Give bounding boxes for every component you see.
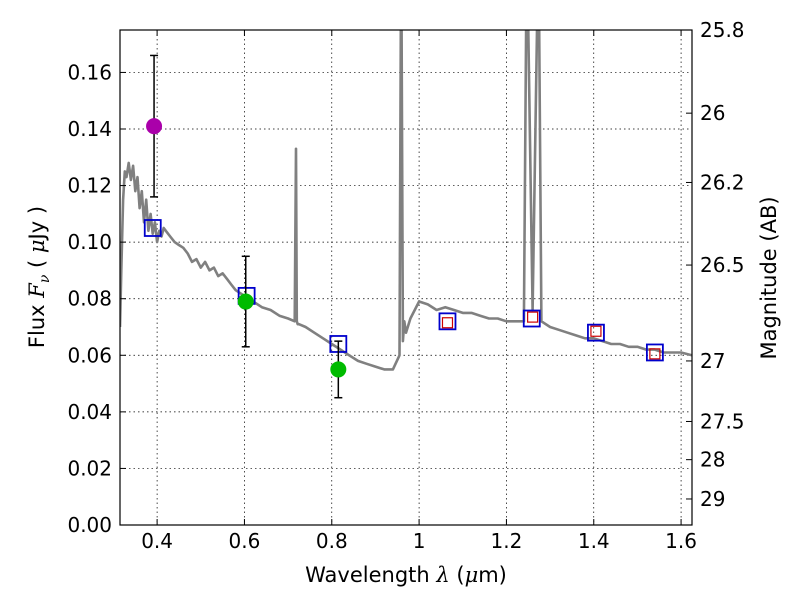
y2-tick-label: 27.5 (700, 409, 745, 433)
photometry-small-square (527, 311, 539, 323)
x-axis-label: Wavelength λ (μm) (305, 563, 507, 587)
y2-tick-label: 29 (700, 487, 725, 511)
x-tick-label: 0.6 (229, 529, 261, 553)
y2-tick-label: 25.8 (700, 18, 745, 42)
x-tick-label: 1.4 (578, 529, 610, 553)
x-tick-label: 1.2 (491, 529, 523, 553)
model-photometry-square (143, 219, 162, 237)
y-axis: 0.00 0.02 0.04 0.06 0.08 0.10 0.12 0.14 0.16 (67, 60, 126, 537)
y2-tick-label: 27 (700, 349, 725, 373)
x-tick-label: 1 (413, 529, 426, 553)
model-photometry-square (587, 323, 605, 342)
x-tick-label: 1.6 (665, 529, 697, 553)
spectrum-line (120, 30, 692, 371)
y-tick-label: 0.14 (67, 117, 112, 141)
y-tick-label: 0.06 (67, 343, 112, 367)
observed-point (237, 293, 254, 310)
y-tick-label: 0.16 (67, 60, 112, 84)
x-tick-label: 0.4 (141, 529, 173, 553)
y2-tick-label: 26.5 (700, 253, 745, 277)
y2-axis-label: Magnitude (AB) (757, 196, 781, 359)
y-tick-label: 0.12 (67, 174, 112, 198)
y2-tick-label: 28 (700, 448, 725, 472)
photometry-small-square (649, 348, 661, 360)
photometry-small-square (590, 325, 602, 337)
observed-point (330, 361, 347, 378)
model-photometry-square (438, 312, 457, 331)
photometry-small-square (441, 317, 454, 329)
y-tick-label: 0.02 (67, 456, 112, 480)
x-axis: 0.4 0.6 0.8 1 1.2 1.4 1.6 (141, 30, 697, 553)
x-tick-label: 0.8 (316, 529, 348, 553)
grid-lines (120, 30, 692, 525)
y-tick-label: 0.10 (67, 230, 112, 254)
model-photometry-square (645, 343, 664, 362)
plot-area (120, 30, 692, 399)
y2-axis: 25.8 26 26.2 26.5 27 27.5 28 29 (686, 18, 745, 511)
y2-tick-label: 26.2 (700, 170, 745, 194)
y-tick-label: 0.04 (67, 400, 112, 424)
y-tick-label: 0.00 (67, 513, 112, 537)
y-axis-label: Flux Fν ( μJy ) (25, 206, 53, 348)
y2-tick-label: 26 (700, 101, 725, 125)
observed-point (146, 118, 163, 135)
y-tick-label: 0.08 (67, 287, 112, 311)
plot-frame (119, 29, 693, 526)
model-photometry-square (522, 309, 541, 328)
